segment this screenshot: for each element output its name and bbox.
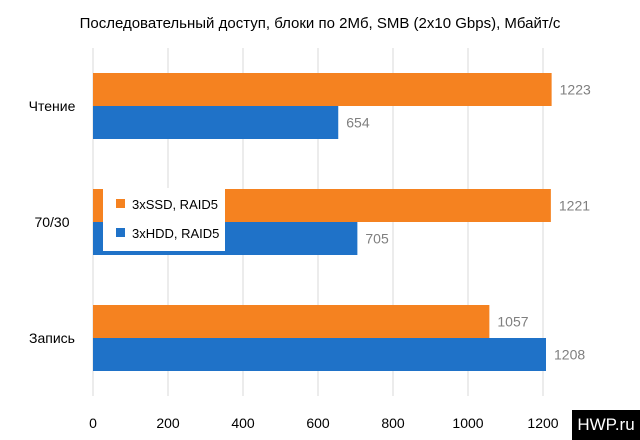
data-label: 1223 [560, 82, 591, 98]
x-tick-label: 800 [381, 415, 405, 431]
x-tick-label: 600 [306, 415, 330, 431]
data-label: 1221 [559, 198, 590, 214]
data-label: 1208 [554, 347, 585, 363]
legend-label: 3xHDD, RAID5 [132, 226, 219, 241]
chart-title: Последовательный доступ, блоки по 2Мб, S… [80, 15, 561, 32]
x-tick-label: 0 [89, 415, 97, 431]
category-label: Чтение [29, 98, 76, 114]
category-labels: Чтение 70/30 Запись [29, 98, 76, 346]
bar-ssd-2 [93, 305, 490, 338]
category-label: 70/30 [34, 214, 69, 230]
data-labels: 1223 654 1221 705 1057 1208 [346, 82, 591, 363]
x-tick-label: 200 [156, 415, 180, 431]
legend-label: 3xSSD, RAID5 [132, 197, 218, 212]
data-label: 654 [346, 115, 370, 131]
legend: 3xSSD, RAID5 3xHDD, RAID5 [103, 188, 225, 251]
x-tick-labels: 0 200 400 600 800 1000 1200 [89, 415, 559, 431]
x-tick-label: 1200 [527, 415, 558, 431]
bar-hdd-2 [93, 338, 546, 371]
data-label: 1057 [497, 314, 528, 330]
category-label: Запись [29, 330, 75, 346]
watermark-logo: HWP.ru [572, 410, 640, 440]
legend-box [103, 188, 225, 251]
legend-swatch [116, 199, 125, 208]
legend-swatch [116, 228, 125, 237]
x-tick-label: 400 [231, 415, 255, 431]
bar-ssd-0 [93, 73, 552, 106]
data-label: 705 [365, 231, 389, 247]
bar-hdd-0 [93, 106, 339, 139]
x-tick-label: 1000 [452, 415, 483, 431]
